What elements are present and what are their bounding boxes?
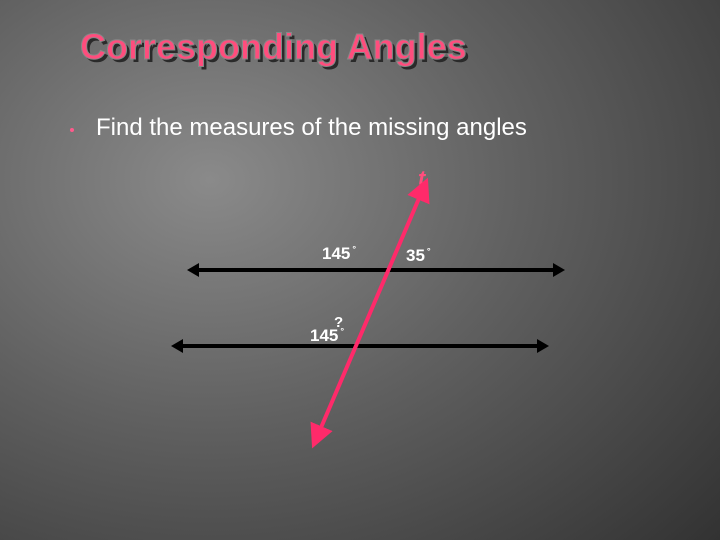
transversal-line xyxy=(0,0,720,540)
degree-icon: ° xyxy=(352,244,356,254)
angle-145-top: 145° xyxy=(322,244,356,264)
degree-icon: ° xyxy=(427,246,431,256)
angle-145-bottom-value: 145 xyxy=(310,326,338,345)
angle-35-value: 35 xyxy=(406,246,425,265)
angle-35: 35° xyxy=(406,246,431,266)
angle-145-bottom: 145° xyxy=(310,326,344,346)
degree-icon: ° xyxy=(340,326,344,336)
angle-145-top-value: 145 xyxy=(322,244,350,263)
